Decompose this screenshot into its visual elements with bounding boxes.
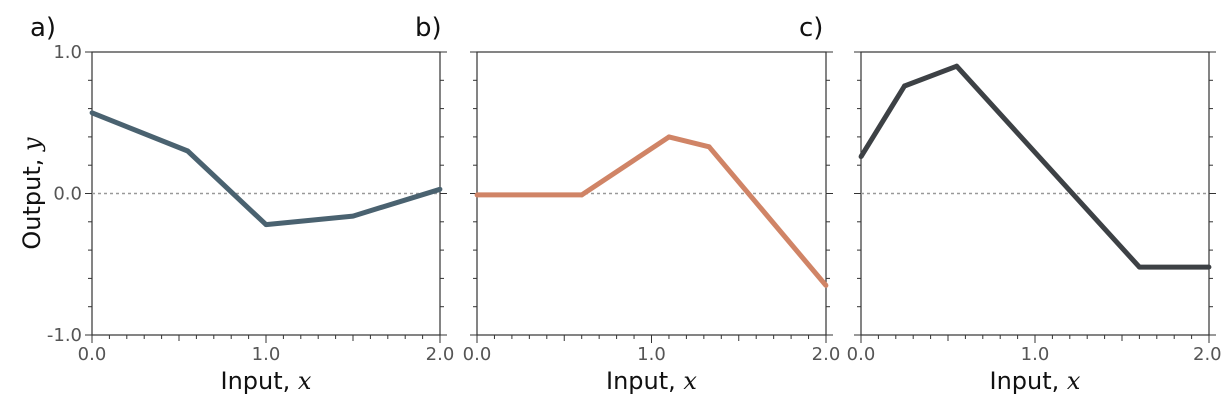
y-tick-label: 1.0 (53, 42, 82, 63)
panel-label: c) (799, 13, 823, 43)
x-axis-title: Input, x (606, 367, 697, 395)
y-axis-title: Output, y (18, 137, 46, 250)
x-tick-label: 2.0 (812, 344, 841, 365)
x-tick-label: 2.0 (1193, 344, 1222, 365)
x-tick-label: 2.0 (426, 344, 455, 365)
data-point (437, 186, 443, 192)
panel-label: a) (30, 13, 56, 43)
data-point (706, 144, 712, 150)
data-point (666, 134, 672, 140)
series-line (477, 134, 828, 288)
panel-label: b) (415, 13, 442, 43)
series-line (858, 63, 1209, 270)
x-axis-title: Input, x (990, 367, 1081, 395)
data-point (858, 154, 864, 160)
data-point (263, 222, 269, 228)
x-axis-title-variable: x (298, 367, 312, 395)
x-tick-label: 0.0 (78, 344, 107, 365)
x-axis-title: Input, x (221, 367, 312, 395)
data-point (89, 110, 95, 116)
x-tick-label: 1.0 (637, 344, 666, 365)
x-tick-label: 0.0 (847, 344, 876, 365)
data-point (185, 148, 191, 154)
y-tick-label: -1.0 (47, 325, 82, 346)
data-point (579, 192, 585, 198)
data-point (823, 283, 829, 288)
series-line (91, 110, 441, 228)
data-point (1206, 264, 1212, 270)
y-axis-title-variable: y (18, 137, 46, 152)
data-point (954, 63, 960, 69)
data-point (1137, 264, 1142, 270)
chart-panel-c: 0.0 1.0 2.0 c) Input, x (799, 13, 1222, 395)
x-axis-title-text: Input, (606, 367, 683, 395)
x-tick-label: 0.0 (463, 344, 492, 365)
x-axis-title-variable: x (1067, 367, 1081, 395)
x-axis-title-text: Input, (221, 367, 298, 395)
x-axis-title-text: Input, (990, 367, 1067, 395)
chart-panel-b: 0.0 1.0 2.0 b) Input, x (415, 13, 840, 395)
y-axis-title-text: Output, (18, 151, 46, 250)
x-axis-title-variable: x (683, 367, 697, 395)
y-tick-label: 0.0 (53, 184, 82, 205)
data-point (902, 83, 907, 89)
x-tick-label: 1.0 (252, 344, 281, 365)
x-tick-label: 1.0 (1021, 344, 1050, 365)
data-point (350, 213, 356, 219)
data-point (474, 192, 480, 198)
